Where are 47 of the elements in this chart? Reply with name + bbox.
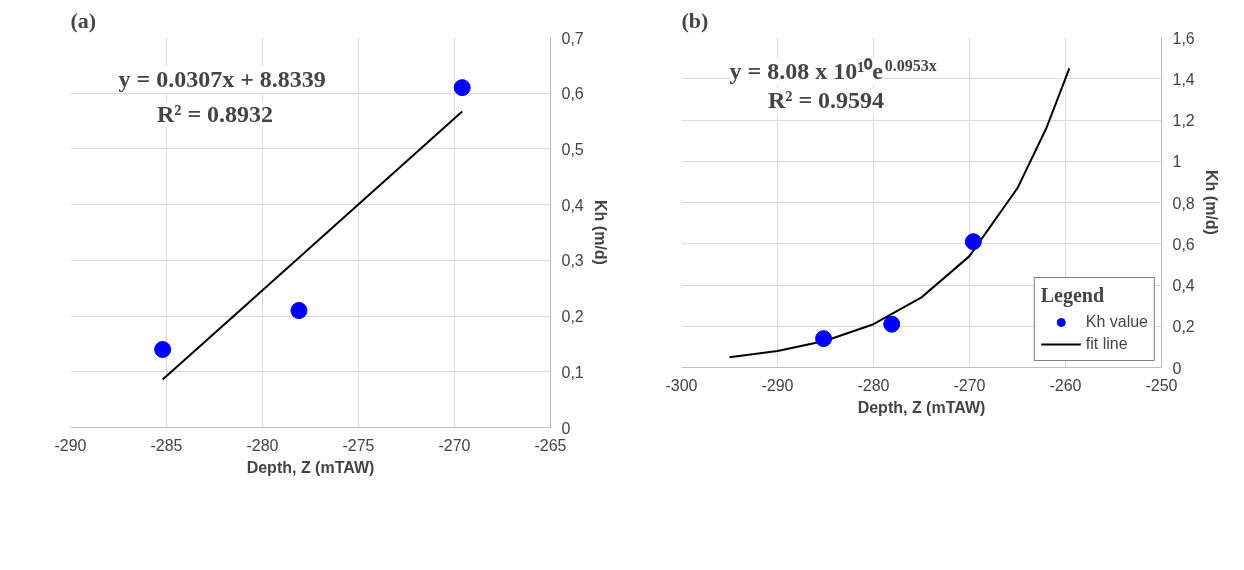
y-tick-label: 1,4 xyxy=(1172,70,1195,88)
x-axis-title: Depth, Z (mTAW) xyxy=(857,398,986,416)
point xyxy=(883,315,901,333)
point xyxy=(815,330,833,348)
x-tick-label: -280 xyxy=(857,376,890,394)
chart-title: (a) xyxy=(70,7,97,33)
legend-label: Kh value xyxy=(1085,313,1148,331)
x-tick-label: -270 xyxy=(953,376,986,394)
y-axis-title: Kh (m/d) xyxy=(591,200,609,265)
x-axis-title: Depth, Z (mTAW) xyxy=(246,458,375,476)
annotation: R² = 0.8932 xyxy=(156,101,274,128)
y-tick-label: 0,6 xyxy=(1172,235,1195,253)
y-axis-title: Kh (m/d) xyxy=(1202,170,1220,235)
y-tick-label: 0,5 xyxy=(561,140,584,158)
x-tick-label: -270 xyxy=(438,436,471,454)
point xyxy=(290,302,308,319)
annotation: R² = 0.9594 xyxy=(767,87,885,114)
annotation: y = 0.0307x + 8.8339 xyxy=(118,66,326,93)
x-tick-label: -285 xyxy=(150,436,183,454)
legend-title: Legend xyxy=(1040,284,1106,307)
x-tick-label: -265 xyxy=(534,436,567,454)
y-tick-label: 0,8 xyxy=(1172,194,1195,212)
x-tick-label: -280 xyxy=(246,436,279,454)
y-tick-label: 0 xyxy=(1172,359,1182,377)
y-tick-label: 1,6 xyxy=(1172,29,1195,47)
point xyxy=(964,233,982,251)
legend-label: fit line xyxy=(1085,335,1128,353)
x-tick-label: -260 xyxy=(1049,376,1082,394)
y-tick-label: 0,3 xyxy=(561,252,584,270)
y-tick-label: 0 xyxy=(561,419,571,437)
y-tick-label: 0,4 xyxy=(1172,277,1195,294)
point xyxy=(154,341,172,358)
point xyxy=(453,79,471,97)
y-tick-label: 1 xyxy=(1172,153,1182,171)
y-tick-label: 0,7 xyxy=(561,29,584,47)
x-tick-label: -250 xyxy=(1145,376,1178,394)
y-tick-label: 0,6 xyxy=(561,85,584,103)
x-tick-label: -275 xyxy=(342,436,375,454)
x-tick-label: -300 xyxy=(665,376,698,394)
y-tick-label: 1,2 xyxy=(1172,112,1195,129)
chart-title: (b) xyxy=(681,7,709,33)
x-tick-label: -290 xyxy=(761,376,794,394)
y-tick-label: 0,2 xyxy=(1172,318,1195,336)
x-tick-label: -290 xyxy=(54,436,87,454)
y-tick-label: 0,1 xyxy=(561,363,584,381)
y-tick-label: 0,2 xyxy=(561,308,584,326)
y-tick-label: 0,4 xyxy=(561,196,584,214)
